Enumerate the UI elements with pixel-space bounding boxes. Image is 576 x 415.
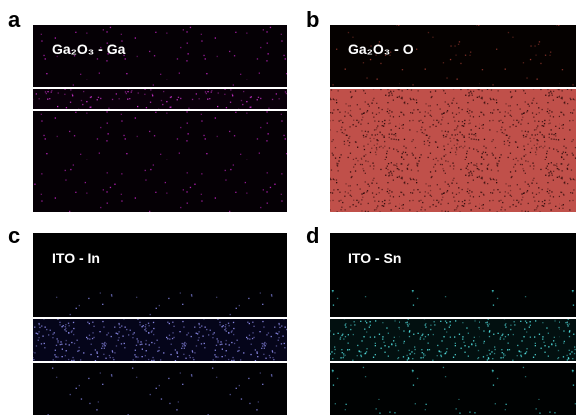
- panel-letter: a: [8, 7, 21, 32]
- interface-line: [33, 87, 287, 89]
- map-region: [33, 318, 287, 362]
- interface-line: [33, 109, 287, 111]
- panel-letter: c: [8, 223, 20, 248]
- panel-letter: b: [306, 7, 319, 32]
- panel-label: ITO - In: [52, 250, 100, 266]
- panel-label: Ga₂O₃ - O: [348, 41, 414, 57]
- interface-line: [330, 87, 576, 89]
- map-region: [330, 25, 576, 88]
- map-region: [33, 88, 287, 110]
- interface-line: [330, 317, 576, 319]
- map-region: [330, 88, 576, 212]
- interface-line: [330, 361, 576, 363]
- maps: [33, 25, 576, 415]
- panel-letter: d: [306, 223, 319, 248]
- map-region: [33, 25, 287, 212]
- interface-line: [33, 317, 287, 319]
- panel-label: Ga₂O₃ - Ga: [52, 41, 126, 57]
- interface-line: [33, 361, 287, 363]
- map-region: [330, 318, 576, 362]
- panel-label: ITO - Sn: [348, 250, 401, 266]
